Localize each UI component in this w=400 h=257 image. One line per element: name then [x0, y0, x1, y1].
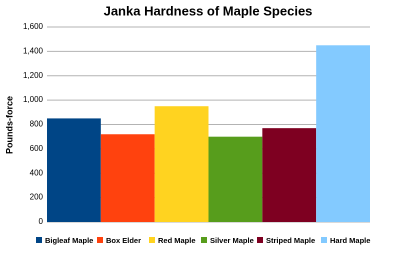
y-tick-label: 1,400: [23, 46, 44, 55]
legend-label: Red Maple: [158, 236, 196, 245]
chart-title: Janka Hardness of Maple Species: [104, 3, 313, 18]
legend-swatch: [321, 237, 327, 243]
legend-label: Hard Maple: [330, 236, 370, 245]
bar: [208, 136, 263, 222]
y-tick-label: 200: [30, 193, 44, 202]
legend-swatch: [257, 237, 263, 243]
bar: [154, 106, 209, 222]
legend-label: Bigleaf Maple: [45, 236, 93, 245]
legend-swatch: [149, 237, 155, 243]
legend-swatch: [201, 237, 207, 243]
y-tick-label: 400: [30, 168, 44, 177]
y-tick-label: 600: [30, 144, 44, 153]
legend-label: Silver Maple: [210, 236, 254, 245]
legend-swatch: [36, 237, 42, 243]
y-tick-label: 0: [39, 217, 44, 226]
legend-swatch: [97, 237, 103, 243]
bar: [47, 118, 101, 222]
y-tick-label: 1,000: [23, 95, 44, 104]
bar: [316, 45, 370, 222]
y-tick-label: 800: [30, 120, 44, 129]
y-tick-label: 1,200: [23, 71, 44, 80]
bar: [262, 128, 317, 222]
bar: [100, 134, 155, 222]
legend-label: Box Elder: [106, 236, 141, 245]
y-axis-label: Pounds-force: [4, 96, 14, 154]
y-tick-label: 1,600: [23, 22, 44, 31]
legend-label: Striped Maple: [266, 236, 315, 245]
